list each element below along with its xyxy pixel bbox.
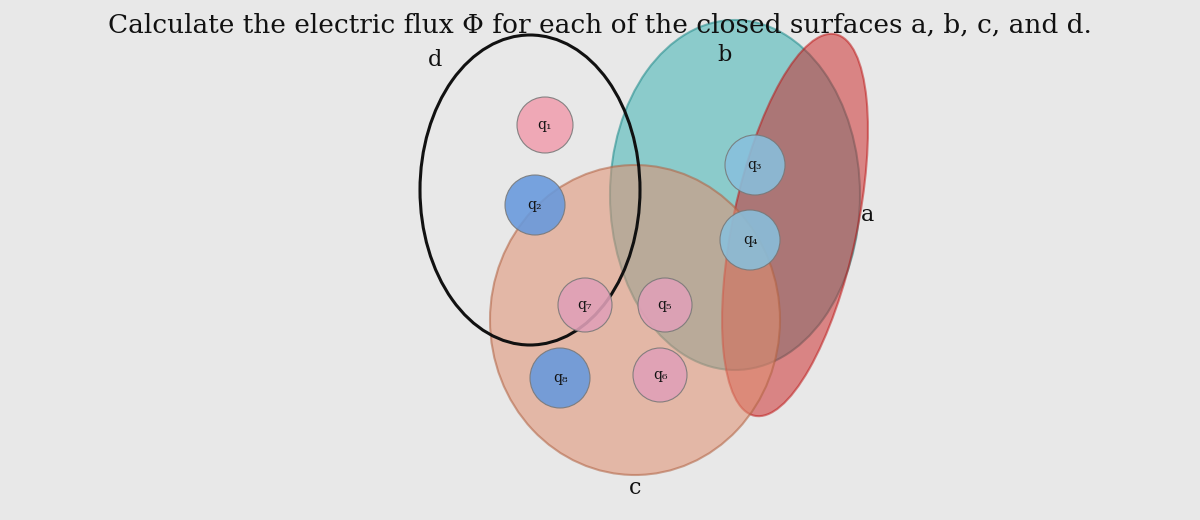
Text: Calculate the electric flux Φ for each of the closed surfaces a, b, c, and d.: Calculate the electric flux Φ for each o… <box>108 12 1092 37</box>
Ellipse shape <box>490 165 780 475</box>
Text: q₈: q₈ <box>553 371 568 385</box>
Text: c: c <box>629 477 641 499</box>
Text: d: d <box>428 49 442 71</box>
Circle shape <box>505 175 565 235</box>
Circle shape <box>530 348 590 408</box>
Text: q₃: q₃ <box>748 158 762 172</box>
Text: q₁: q₁ <box>538 118 552 132</box>
Text: q₇: q₇ <box>577 298 593 312</box>
Text: q₂: q₂ <box>528 198 542 212</box>
Circle shape <box>558 278 612 332</box>
Ellipse shape <box>610 20 860 370</box>
Circle shape <box>638 278 692 332</box>
Ellipse shape <box>722 34 868 416</box>
Circle shape <box>720 210 780 270</box>
Text: q₄: q₄ <box>743 233 757 247</box>
Circle shape <box>634 348 686 402</box>
Text: a: a <box>862 204 875 226</box>
Circle shape <box>725 135 785 195</box>
Text: q₆: q₆ <box>653 368 667 382</box>
Text: b: b <box>718 44 732 66</box>
Circle shape <box>517 97 574 153</box>
Text: q₅: q₅ <box>658 298 672 312</box>
